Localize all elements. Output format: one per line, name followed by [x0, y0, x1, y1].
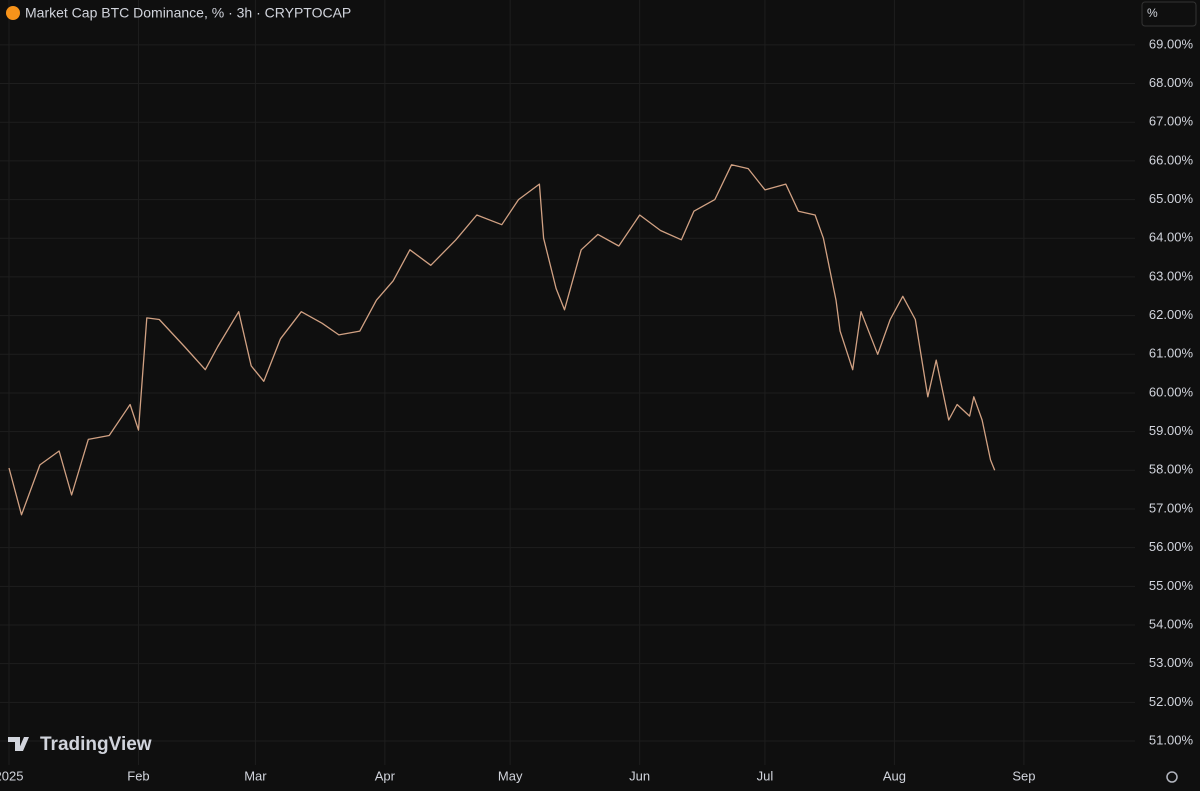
x-tick-label: Sep	[1012, 768, 1035, 783]
y-tick-label: 53.00%	[1149, 655, 1194, 670]
plot-area	[8, 164, 996, 516]
y-tick-label: 67.00%	[1149, 114, 1194, 129]
y-tick-label: 69.00%	[1149, 36, 1194, 51]
y-tick-label: 58.00%	[1149, 462, 1194, 477]
x-tick-label: Mar	[244, 768, 267, 783]
y-tick-label: 64.00%	[1149, 230, 1194, 245]
x-tick-label: Jul	[757, 768, 774, 783]
y-tick-label: 66.00%	[1149, 152, 1194, 167]
y-tick-label: 62.00%	[1149, 307, 1194, 322]
y-tick-label: 55.00%	[1149, 578, 1194, 593]
price-line	[8, 164, 996, 516]
unit-button[interactable]	[1141, 1, 1197, 27]
settings-icon[interactable]	[1166, 771, 1178, 783]
x-tick-label: Jun	[629, 768, 650, 783]
y-tick-label: 51.00%	[1149, 732, 1194, 747]
y-tick-label: 63.00%	[1149, 268, 1194, 283]
logo: TradingView	[8, 734, 152, 755]
y-tick-label: 54.00%	[1149, 616, 1194, 631]
y-tick-label: 59.00%	[1149, 423, 1194, 438]
logo-mark	[8, 737, 29, 751]
y-tick-label: 57.00%	[1149, 500, 1194, 515]
x-tick-label: Feb	[127, 768, 149, 783]
watermark: TradingView	[40, 734, 152, 755]
y-tick-label: 61.00%	[1149, 346, 1194, 361]
x-tick-label: Aug	[883, 768, 906, 783]
x-tick-label: Apr	[375, 768, 396, 783]
y-tick-label: 60.00%	[1149, 384, 1194, 399]
y-tick-label: 65.00%	[1149, 191, 1194, 206]
y-tick-label: 56.00%	[1149, 539, 1194, 554]
y-tick-label: 52.00%	[1149, 694, 1194, 709]
x-tick-label: 2025	[0, 768, 23, 783]
unit-button-label[interactable]: %	[1147, 6, 1158, 20]
y-tick-label: 68.00%	[1149, 75, 1194, 90]
chart-title: Market Cap BTC Dominance, % · 3h · CRYPT…	[25, 5, 351, 21]
x-tick-label: May	[498, 768, 523, 783]
grid	[0, 0, 1135, 765]
symbol-icon	[6, 6, 20, 20]
